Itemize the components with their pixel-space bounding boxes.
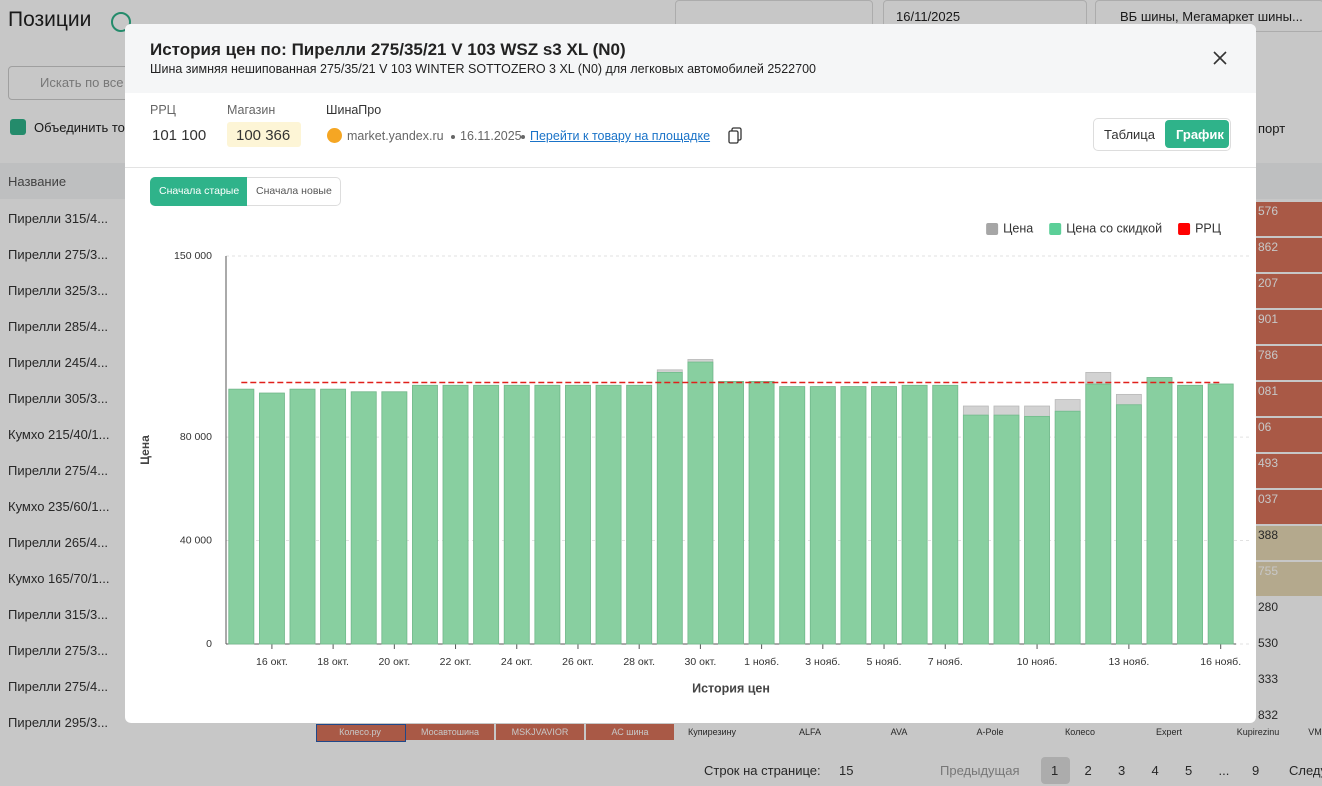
copy-button[interactable] bbox=[728, 127, 742, 144]
chart-view-button[interactable]: График bbox=[1176, 127, 1224, 142]
source-icon bbox=[327, 128, 342, 143]
bar bbox=[229, 389, 254, 644]
bar bbox=[290, 389, 315, 644]
bar bbox=[994, 415, 1019, 644]
chart: 0 40 000 80 000 150 000 Цена История цен 16 ок… bbox=[125, 168, 1256, 723]
close-button[interactable] bbox=[1212, 50, 1228, 66]
rrc-label: РРЦ bbox=[150, 103, 176, 117]
x-tick-label: 7 нояб. bbox=[928, 656, 963, 668]
legend-label: РРЦ bbox=[1195, 221, 1222, 235]
y-tick-label: 150 000 bbox=[174, 250, 212, 262]
x-tick-label: 20 окт. bbox=[378, 656, 410, 668]
x-tick-label: 16 окт. bbox=[256, 656, 288, 668]
modal-title: История цен по: Пирелли 275/35/21 V 103 … bbox=[150, 40, 626, 60]
bar bbox=[749, 381, 774, 644]
y-tick-label: 80 000 bbox=[180, 431, 212, 443]
bar bbox=[657, 372, 682, 644]
price-history-modal: История цен по: Пирелли 275/35/21 V 103 … bbox=[125, 24, 1256, 723]
x-tick-label: 5 нояб. bbox=[867, 656, 902, 668]
bar bbox=[1086, 384, 1111, 644]
separator bbox=[521, 135, 525, 139]
y-axis-title: Цена bbox=[138, 435, 152, 465]
bar bbox=[902, 385, 927, 644]
x-tick-label: 30 окт. bbox=[685, 656, 717, 668]
bar bbox=[412, 385, 437, 644]
bar bbox=[810, 387, 835, 644]
legend-label: Цена со скидкой bbox=[1066, 221, 1162, 235]
bar bbox=[841, 387, 866, 644]
bar bbox=[780, 387, 805, 644]
x-tick-label: 18 окт. bbox=[317, 656, 349, 668]
bar bbox=[1055, 411, 1080, 644]
x-tick-label: 24 окт. bbox=[501, 656, 533, 668]
bar bbox=[933, 385, 958, 644]
x-tick-label: 26 окт. bbox=[562, 656, 594, 668]
store-label: Магазин bbox=[227, 103, 275, 117]
date: 16.11.2025 bbox=[460, 129, 522, 143]
x-axis-title: История цен bbox=[692, 681, 770, 695]
bar bbox=[474, 385, 499, 644]
bar bbox=[259, 393, 284, 644]
bar bbox=[1147, 378, 1172, 644]
seller: ШинаПро bbox=[326, 103, 381, 117]
y-tick-label: 0 bbox=[206, 638, 212, 650]
source: market.yandex.ru bbox=[347, 129, 444, 143]
x-tick-label: 28 окт. bbox=[623, 656, 655, 668]
bar bbox=[382, 392, 407, 644]
bar bbox=[688, 362, 713, 644]
bar bbox=[872, 387, 897, 644]
bar bbox=[351, 392, 376, 644]
rrc-value: 101 100 bbox=[152, 127, 206, 144]
bar bbox=[1208, 384, 1233, 644]
bar bbox=[1178, 385, 1203, 644]
legend-swatch bbox=[1049, 223, 1061, 235]
x-tick-label: 1 нояб. bbox=[744, 656, 779, 668]
bar bbox=[627, 385, 652, 644]
y-tick-label: 40 000 bbox=[180, 534, 212, 546]
bar bbox=[321, 389, 346, 644]
bar bbox=[719, 381, 744, 644]
modal-subtitle: Шина зимняя нешипованная 275/35/21 V 103… bbox=[150, 62, 816, 76]
bar bbox=[596, 385, 621, 644]
x-tick-label: 10 нояб. bbox=[1017, 656, 1058, 668]
product-link[interactable]: Перейти к товару на площадке bbox=[530, 129, 710, 143]
legend-label: Цена bbox=[1003, 221, 1033, 235]
table-view-button[interactable]: Таблица bbox=[1104, 127, 1155, 142]
x-tick-label: 3 нояб. bbox=[805, 656, 840, 668]
bar bbox=[963, 415, 988, 644]
store-value: 100 366 bbox=[236, 127, 290, 144]
x-tick-label: 13 нояб. bbox=[1108, 656, 1149, 668]
bar bbox=[504, 385, 529, 644]
separator bbox=[451, 135, 455, 139]
bar bbox=[443, 385, 468, 644]
legend-swatch bbox=[986, 223, 998, 235]
bar bbox=[1116, 405, 1141, 644]
x-tick-label: 16 нояб. bbox=[1200, 656, 1241, 668]
bar bbox=[1025, 416, 1050, 644]
legend-swatch bbox=[1178, 223, 1190, 235]
bar bbox=[535, 385, 560, 644]
x-tick-label: 22 окт. bbox=[440, 656, 472, 668]
bar bbox=[565, 385, 590, 644]
